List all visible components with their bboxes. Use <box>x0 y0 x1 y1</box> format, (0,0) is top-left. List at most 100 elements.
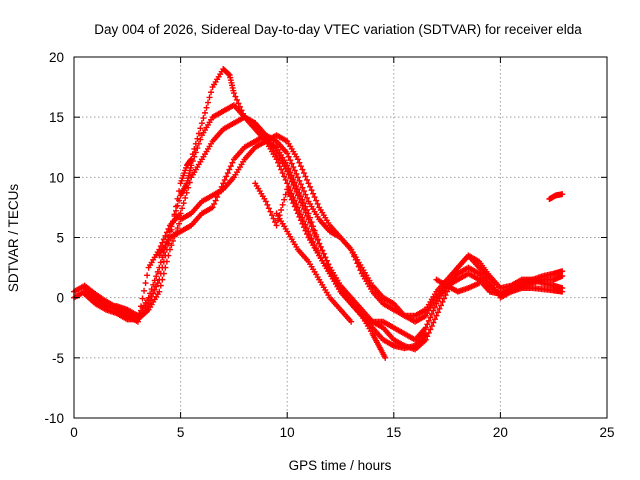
data-point <box>154 280 161 287</box>
data-point <box>285 171 292 178</box>
data-point <box>198 120 205 127</box>
y-tick-label: 0 <box>56 291 64 306</box>
x-tick-label: 20 <box>493 425 508 440</box>
data-point <box>160 270 167 277</box>
x-tick-label: 15 <box>386 425 401 440</box>
y-tick-label: -5 <box>52 351 64 366</box>
data-point <box>427 326 434 333</box>
data-point <box>197 136 204 143</box>
x-tick-label: 25 <box>599 425 614 440</box>
data-point <box>311 194 318 201</box>
data-point <box>273 222 280 229</box>
data-point <box>188 162 195 169</box>
data-point <box>262 198 269 205</box>
data-point <box>150 281 157 288</box>
data-point <box>302 227 309 234</box>
data-point <box>427 314 434 321</box>
data-point <box>220 180 227 187</box>
data-point <box>296 177 303 184</box>
data-point <box>229 159 236 166</box>
data-point <box>293 188 300 195</box>
data-point <box>303 231 310 238</box>
data-point <box>218 183 225 190</box>
data-point <box>145 294 152 301</box>
data-point <box>425 317 432 324</box>
data-point <box>287 157 294 164</box>
data-point <box>305 216 312 223</box>
data-point <box>325 261 332 268</box>
data-point <box>431 304 438 311</box>
data-point <box>300 206 307 213</box>
data-point <box>287 193 294 200</box>
data-point <box>176 220 183 227</box>
data-point <box>279 170 286 177</box>
data-point <box>235 100 242 107</box>
data-point <box>284 186 291 193</box>
data-point <box>272 219 279 226</box>
data-point <box>151 286 158 293</box>
series-track-7 <box>273 210 355 325</box>
data-point <box>422 336 429 343</box>
data-point <box>307 183 314 190</box>
data-point <box>154 268 161 275</box>
data-point <box>169 237 176 244</box>
data-point <box>476 280 483 287</box>
data-point <box>145 300 152 307</box>
data-point <box>291 203 298 210</box>
y-tick-label: 5 <box>56 231 64 246</box>
data-point <box>174 225 181 232</box>
data-point <box>226 166 233 173</box>
data-point <box>273 156 280 163</box>
data-point <box>297 217 304 224</box>
data-point <box>192 149 199 156</box>
data-point <box>157 282 164 289</box>
data-point <box>310 190 317 197</box>
data-point <box>194 145 201 152</box>
data-point <box>156 288 163 295</box>
data-point <box>296 213 303 220</box>
data-point <box>281 173 288 180</box>
data-point <box>313 197 320 204</box>
data-point <box>168 242 175 249</box>
data-point <box>288 196 295 203</box>
data-point <box>176 197 183 204</box>
data-point <box>217 187 224 194</box>
data-point <box>165 225 172 232</box>
data-point <box>138 303 145 310</box>
data-point <box>183 189 190 196</box>
data-point <box>174 202 181 209</box>
data-point <box>294 174 301 181</box>
data-point <box>159 254 166 261</box>
data-point <box>189 158 196 165</box>
data-point <box>290 182 297 189</box>
data-point <box>205 99 212 106</box>
data-point <box>319 247 326 254</box>
data-point <box>382 354 389 361</box>
grid <box>74 57 607 418</box>
data-point <box>285 189 292 196</box>
chart-title: Day 004 of 2026, Sidereal Day-to-day VTE… <box>94 22 582 37</box>
data-point <box>191 153 198 160</box>
data-point <box>284 150 291 157</box>
y-tick-label: -10 <box>44 411 64 426</box>
series-track-3 <box>81 114 566 343</box>
data-point <box>153 283 160 290</box>
data-point <box>291 167 298 174</box>
y-tick-label: 20 <box>49 50 64 65</box>
x-axis-label: GPS time / hours <box>289 458 392 473</box>
data-point <box>290 164 297 171</box>
data-point <box>296 195 303 202</box>
data-point <box>436 305 443 312</box>
y-axis-label: SDTVAR / TECUs <box>6 184 21 293</box>
x-tick-label: 0 <box>70 425 78 440</box>
data-point <box>275 159 282 166</box>
series-track-9 <box>546 191 566 202</box>
data-point <box>294 192 301 199</box>
data-point <box>233 96 240 103</box>
data-point <box>221 176 228 183</box>
data-point <box>320 250 327 257</box>
data-point <box>297 199 304 206</box>
data-point <box>422 330 429 337</box>
data-point <box>148 286 155 293</box>
